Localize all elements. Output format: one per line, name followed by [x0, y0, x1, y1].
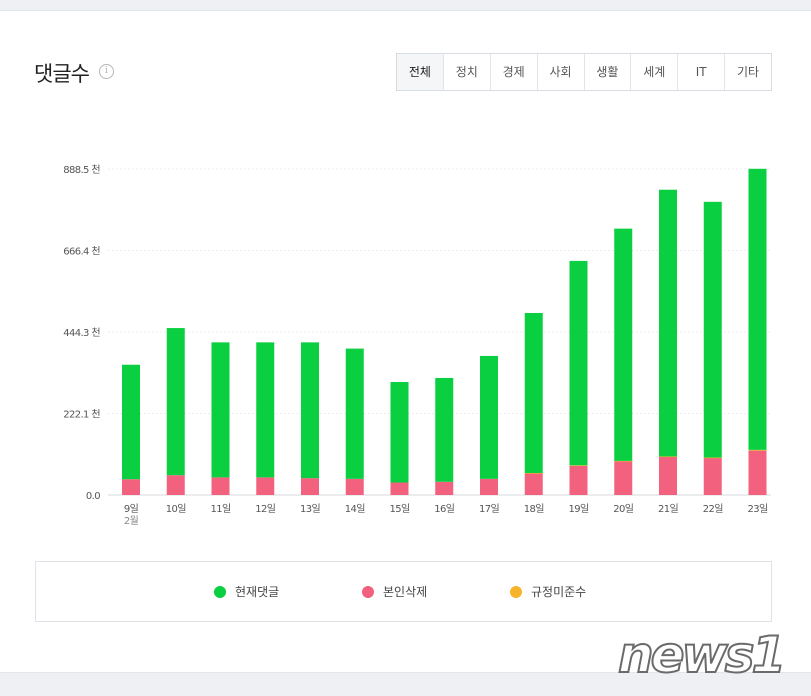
bar-segment [345, 348, 364, 479]
bar-segment [659, 456, 677, 458]
tab-economy[interactable]: 경제 [489, 54, 537, 90]
bar-segment [614, 228, 633, 461]
y-tick-label: 666.4 천 [63, 246, 100, 258]
bar-segment [480, 355, 498, 479]
y-tick-label: 0.0 [86, 491, 100, 502]
tab-politics[interactable]: 정치 [442, 54, 490, 90]
bar-segment [748, 450, 767, 495]
y-tick-label: 222.1 천 [63, 409, 100, 421]
x-tick-label: 16일 [434, 503, 455, 515]
x-tick-label: 15일 [389, 503, 410, 515]
legend-label-self-deleted: 본인삭제 [383, 585, 428, 599]
legend-item-current[interactable]: 현재댓글 [214, 583, 279, 600]
bar-segment [256, 477, 275, 495]
bar-segment [703, 457, 722, 495]
bar-segment [614, 461, 633, 495]
legend-item-policy-violation[interactable]: 규정미준수 [510, 583, 586, 600]
bar-segment [301, 478, 319, 495]
y-tick-label: 888.5 천 [63, 164, 100, 176]
bar-segment [703, 201, 722, 458]
bar-segment [703, 457, 722, 459]
bar-segment [211, 342, 230, 478]
legend-label-policy-violation: 규정미준수 [531, 585, 587, 599]
bar-segment [659, 456, 677, 495]
x-tick-label: 12일 [255, 503, 276, 515]
bar-segment [569, 260, 588, 466]
bar-segment [748, 168, 767, 450]
x-tick-label: 22일 [703, 503, 724, 515]
bar-segment [614, 460, 633, 462]
tab-all[interactable]: 전체 [397, 54, 443, 90]
bar-segment [569, 465, 588, 466]
bar-segment [748, 449, 767, 451]
bar-segment [166, 475, 185, 495]
bar-segment [390, 381, 409, 483]
x-tick-label: 23일 [747, 503, 768, 515]
bar-segment [435, 377, 454, 482]
category-tabs: 전체 정치 경제 사회 생활 세계 IT 기타 [396, 53, 772, 91]
bar-segment [524, 313, 543, 473]
x-tick-label: 14일 [345, 503, 366, 515]
legend-dot-policy-violation [510, 585, 522, 598]
tab-it[interactable]: IT [677, 54, 724, 90]
bar-segment [435, 481, 454, 495]
x-tick-sublabel: 2월 [124, 515, 139, 527]
news1-logo-watermark: news1 [617, 625, 787, 685]
page-title: 댓글수 [34, 62, 90, 86]
tab-etc[interactable]: 기타 [724, 54, 771, 90]
bar-segment [301, 342, 319, 479]
info-icon[interactable]: i [99, 64, 114, 79]
bar-segment [659, 189, 677, 457]
x-tick-label: 21일 [658, 503, 679, 515]
bar-segment [480, 478, 498, 495]
bar-segment [524, 473, 543, 495]
legend-dot-current [214, 585, 226, 598]
legend-label-current: 현재댓글 [235, 585, 280, 599]
tab-life[interactable]: 생활 [583, 54, 631, 90]
x-tick-label: 18일 [524, 503, 545, 515]
x-tick-label: 10일 [166, 503, 187, 515]
bar-segment [390, 482, 409, 495]
x-tick-label: 20일 [613, 503, 634, 515]
tab-world[interactable]: 세계 [630, 54, 677, 90]
chart-legend: 현재댓글 본인삭제 규정미준수 [35, 561, 772, 622]
bar-segment [166, 328, 185, 476]
x-tick-label: 9일 [124, 503, 139, 515]
y-tick-label: 444.3 천 [63, 327, 100, 339]
bar-segment [256, 342, 275, 478]
bar-segment [122, 479, 140, 495]
bar-segment [211, 477, 230, 495]
x-tick-label: 13일 [300, 503, 321, 515]
bar-segment [524, 472, 543, 474]
legend-dot-self-deleted [362, 585, 374, 598]
legend-item-self-deleted[interactable]: 본인삭제 [362, 583, 427, 600]
tab-society[interactable]: 사회 [536, 54, 584, 90]
bottom-bar [0, 672, 811, 696]
x-tick-label: 11일 [210, 503, 231, 515]
bar-segment [122, 364, 140, 480]
bar-segment [345, 478, 364, 495]
x-tick-label: 19일 [568, 503, 589, 515]
top-bar [0, 0, 811, 11]
bar-segment [569, 465, 588, 495]
x-tick-label: 17일 [479, 503, 500, 515]
